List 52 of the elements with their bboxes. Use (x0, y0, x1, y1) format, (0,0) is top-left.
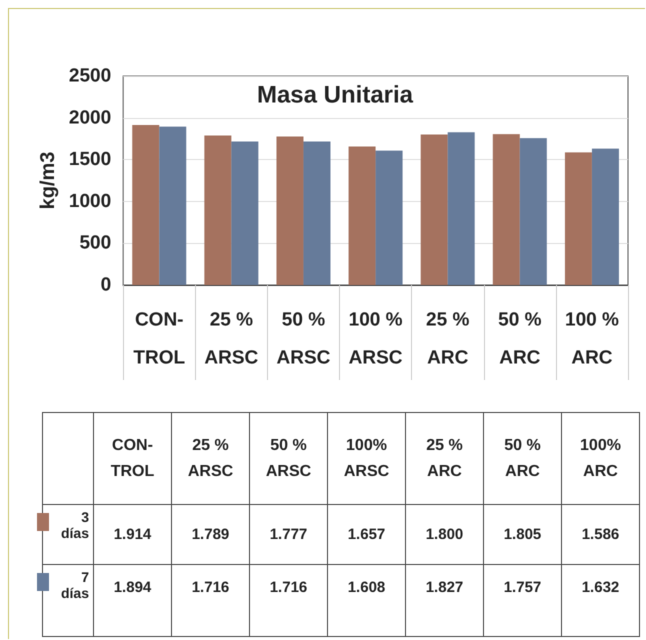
bar (492, 134, 520, 285)
bar (348, 146, 376, 285)
x-tick-label: 100 % ARSC (348, 310, 403, 368)
data-label: 1.805 (484, 504, 562, 564)
text: CON- TROL (94, 412, 172, 504)
bar (159, 126, 186, 285)
data-label: 1.827 (406, 564, 484, 636)
data-label: 1.914 (94, 504, 172, 564)
chart-title: Masa Unitaria (256, 82, 414, 108)
text: 25 % ARC (406, 412, 484, 504)
data-label: 1.716 (172, 564, 250, 636)
bar (520, 138, 547, 285)
y-axis-title: kg/m3 (37, 152, 59, 210)
data-label: 1.789 (172, 504, 250, 564)
text: 50 % ARSC (250, 412, 328, 504)
y-tick-label: 1000 (68, 190, 112, 212)
bar (204, 135, 232, 285)
data-label: 1.894 (94, 564, 172, 636)
data-label: 1.757 (484, 564, 562, 636)
bar (448, 132, 475, 285)
y-tick-label: 1500 (68, 149, 112, 170)
text: 100% ARSC (328, 412, 406, 504)
text: 100% ARC (562, 412, 640, 504)
x-tick-label: 25 % ARSC (204, 310, 259, 368)
y-tick-label: 0 (100, 274, 112, 296)
data-label: 1.777 (250, 504, 328, 564)
bar (592, 148, 619, 285)
data-label: 1.632 (562, 564, 640, 636)
bar (303, 142, 330, 285)
data-label: 1.586 (562, 504, 640, 564)
bar (564, 152, 592, 285)
bar (132, 124, 160, 285)
data-label: 1.716 (250, 564, 328, 636)
bar (420, 134, 448, 285)
text: 50 % ARC (484, 412, 562, 504)
data-label: 1.657 (328, 504, 406, 564)
y-tick-label: 500 (79, 232, 112, 254)
x-tick-label: 100 % ARC (565, 310, 619, 368)
legend-label: 7 días (42, 564, 94, 636)
x-tick-label: 50 % ARSC (276, 310, 331, 368)
bar (376, 150, 403, 285)
x-tick-label: 25 % ARC (426, 310, 470, 368)
legend-label: 3 días (42, 504, 94, 564)
x-tick-label: CON- TROL (133, 310, 186, 368)
data-label: 1.608 (328, 564, 406, 636)
bar (276, 136, 304, 285)
text: 25 % ARSC (172, 412, 250, 504)
x-tick-label: 50 % ARC (498, 310, 542, 368)
y-tick-label: 2000 (68, 107, 112, 128)
data-label: 1.800 (406, 504, 484, 564)
y-tick-label: 2500 (68, 66, 112, 86)
bar (231, 142, 258, 285)
